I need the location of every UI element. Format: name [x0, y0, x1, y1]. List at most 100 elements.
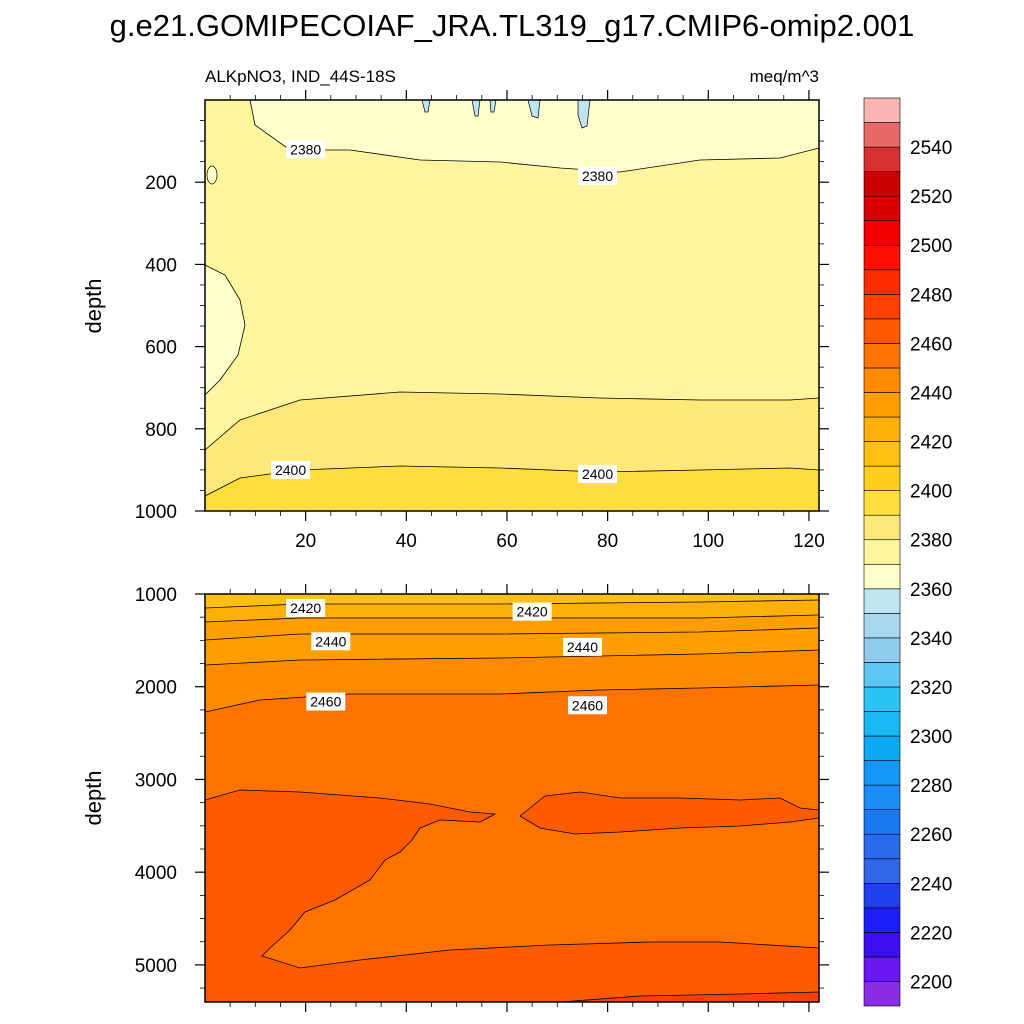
contour-label: 2400: [578, 465, 618, 484]
colorbar-swatch: [863, 613, 901, 639]
colorbar-swatch: [863, 195, 901, 222]
band-2370-lens-d: [527, 100, 541, 119]
contour-line-2440: [205, 649, 819, 666]
colorbar-label: 2200: [910, 972, 952, 993]
colorbar-swatch: [863, 294, 901, 320]
colorbar-swatch: [863, 809, 901, 835]
colorbar-swatch: [863, 932, 901, 958]
svg-text:2400: 2400: [582, 466, 613, 482]
colorbar-swatch: [863, 539, 901, 565]
colorbar-swatch: [863, 858, 901, 884]
colorbar-swatch: [863, 637, 901, 663]
band-2370-lens-b: [471, 100, 481, 117]
contour-label: 2380: [286, 140, 326, 159]
colorbar-swatch: [863, 244, 901, 271]
svg-text:2380: 2380: [582, 168, 613, 184]
upper-ylabel: depth: [81, 278, 106, 333]
y-tick-label: 600: [145, 338, 177, 359]
upper-contour-fill: [205, 100, 819, 511]
band-2370-lens-a: [421, 100, 431, 113]
lower-contour-fill: [205, 594, 819, 1002]
colorbar-swatch: [863, 122, 901, 148]
svg-text:2420: 2420: [290, 600, 321, 616]
band-2460-west: [205, 789, 819, 1002]
colorbar-swatch: [863, 146, 901, 172]
colorbar-swatch: [863, 563, 901, 590]
colorbar-swatch: [863, 392, 901, 418]
colorbar-swatch: [863, 97, 901, 123]
colorbar-swatch: [863, 588, 901, 614]
contour-label: 2460: [567, 696, 607, 715]
contour-label: 2440: [311, 632, 351, 651]
colorbar-label: 2420: [910, 433, 952, 454]
svg-text:2420: 2420: [517, 604, 548, 620]
band-2440-lower: [205, 628, 819, 665]
colorbar-swatch: [863, 760, 901, 786]
contour-label: 2380: [578, 167, 618, 186]
colorbar-label: 2360: [910, 580, 952, 601]
contour-line-2420: [205, 614, 819, 623]
colorbar-swatch: [863, 956, 901, 982]
contour-line-2410: [205, 599, 819, 609]
svg-text:2440: 2440: [315, 633, 346, 649]
colorbar-swatch: [863, 711, 901, 737]
colorbar-swatch: [863, 882, 901, 909]
contour-line-2430: [205, 627, 819, 641]
band-2420: [205, 594, 819, 608]
colorbar-label: 2400: [910, 482, 952, 503]
colorbar-swatch: [863, 907, 901, 933]
colorbar-label: 2500: [910, 236, 952, 257]
contour-label: 2420: [512, 602, 552, 621]
svg-text:2380: 2380: [290, 141, 321, 157]
band-2430: [205, 600, 819, 622]
contour-label: 2460: [306, 692, 346, 711]
y-tick-label: 4000: [135, 863, 177, 884]
x-tick-label: 120: [793, 531, 825, 552]
y-tick-label: 1000: [135, 502, 177, 523]
colorbar-label: 2300: [910, 727, 952, 748]
colorbar-swatch: [863, 662, 901, 688]
colorbar-swatch: [863, 416, 901, 442]
y-tick-label: 1000: [135, 585, 177, 606]
contour-label: 2420: [286, 598, 326, 617]
contour-label: 2400: [271, 460, 311, 479]
colorbar-swatch: [863, 833, 901, 860]
svg-text:2460: 2460: [310, 694, 341, 710]
contour-label: 2440: [562, 637, 602, 656]
colorbar-label: 2380: [910, 531, 952, 552]
band-2450-upper: [205, 650, 819, 712]
colorbar-swatch: [863, 367, 901, 393]
svg-text:2400: 2400: [275, 462, 306, 478]
colorbar-label: 2260: [910, 825, 952, 846]
band-2460-east: [519, 791, 819, 835]
colorbar-label: 2220: [910, 923, 952, 944]
colorbar-swatch: [863, 269, 901, 295]
band-2370-lens-e: [577, 100, 591, 129]
y-tick-label: 400: [145, 255, 177, 276]
band-2370-lens-c: [489, 100, 497, 113]
colorbar-swatch: [863, 343, 901, 369]
colorbar-swatch: [863, 220, 901, 246]
contour-line-2450: [205, 684, 819, 713]
colorbar-swatch: [863, 490, 901, 516]
y-tick-label: 800: [145, 420, 177, 441]
colorbar-label: 2240: [910, 874, 952, 895]
x-tick-label: 60: [496, 531, 517, 552]
band-2380-west-lens: [205, 265, 245, 395]
colorbar-label: 2320: [910, 678, 952, 699]
colorbar-label: 2340: [910, 629, 952, 650]
contour-line-2400: [205, 465, 819, 497]
band-2470-bottom: [559, 991, 819, 1002]
figure-title: g.e21.GOMIPECOIAF_JRA.TL319_g17.CMIP6-om…: [110, 8, 915, 43]
x-tick-label: 80: [597, 531, 618, 552]
colorbar-label: 2460: [910, 334, 952, 355]
lower-ylabel: depth: [81, 770, 106, 825]
colorbar-swatch: [863, 514, 901, 541]
colorbar-swatch: [863, 981, 901, 1007]
band-2410: [205, 466, 819, 511]
lower-plot-frame: [204, 593, 820, 1003]
colorbar-label: 2440: [910, 383, 952, 404]
x-tick-label: 100: [692, 531, 724, 552]
colorbar-swatch: [863, 318, 901, 344]
